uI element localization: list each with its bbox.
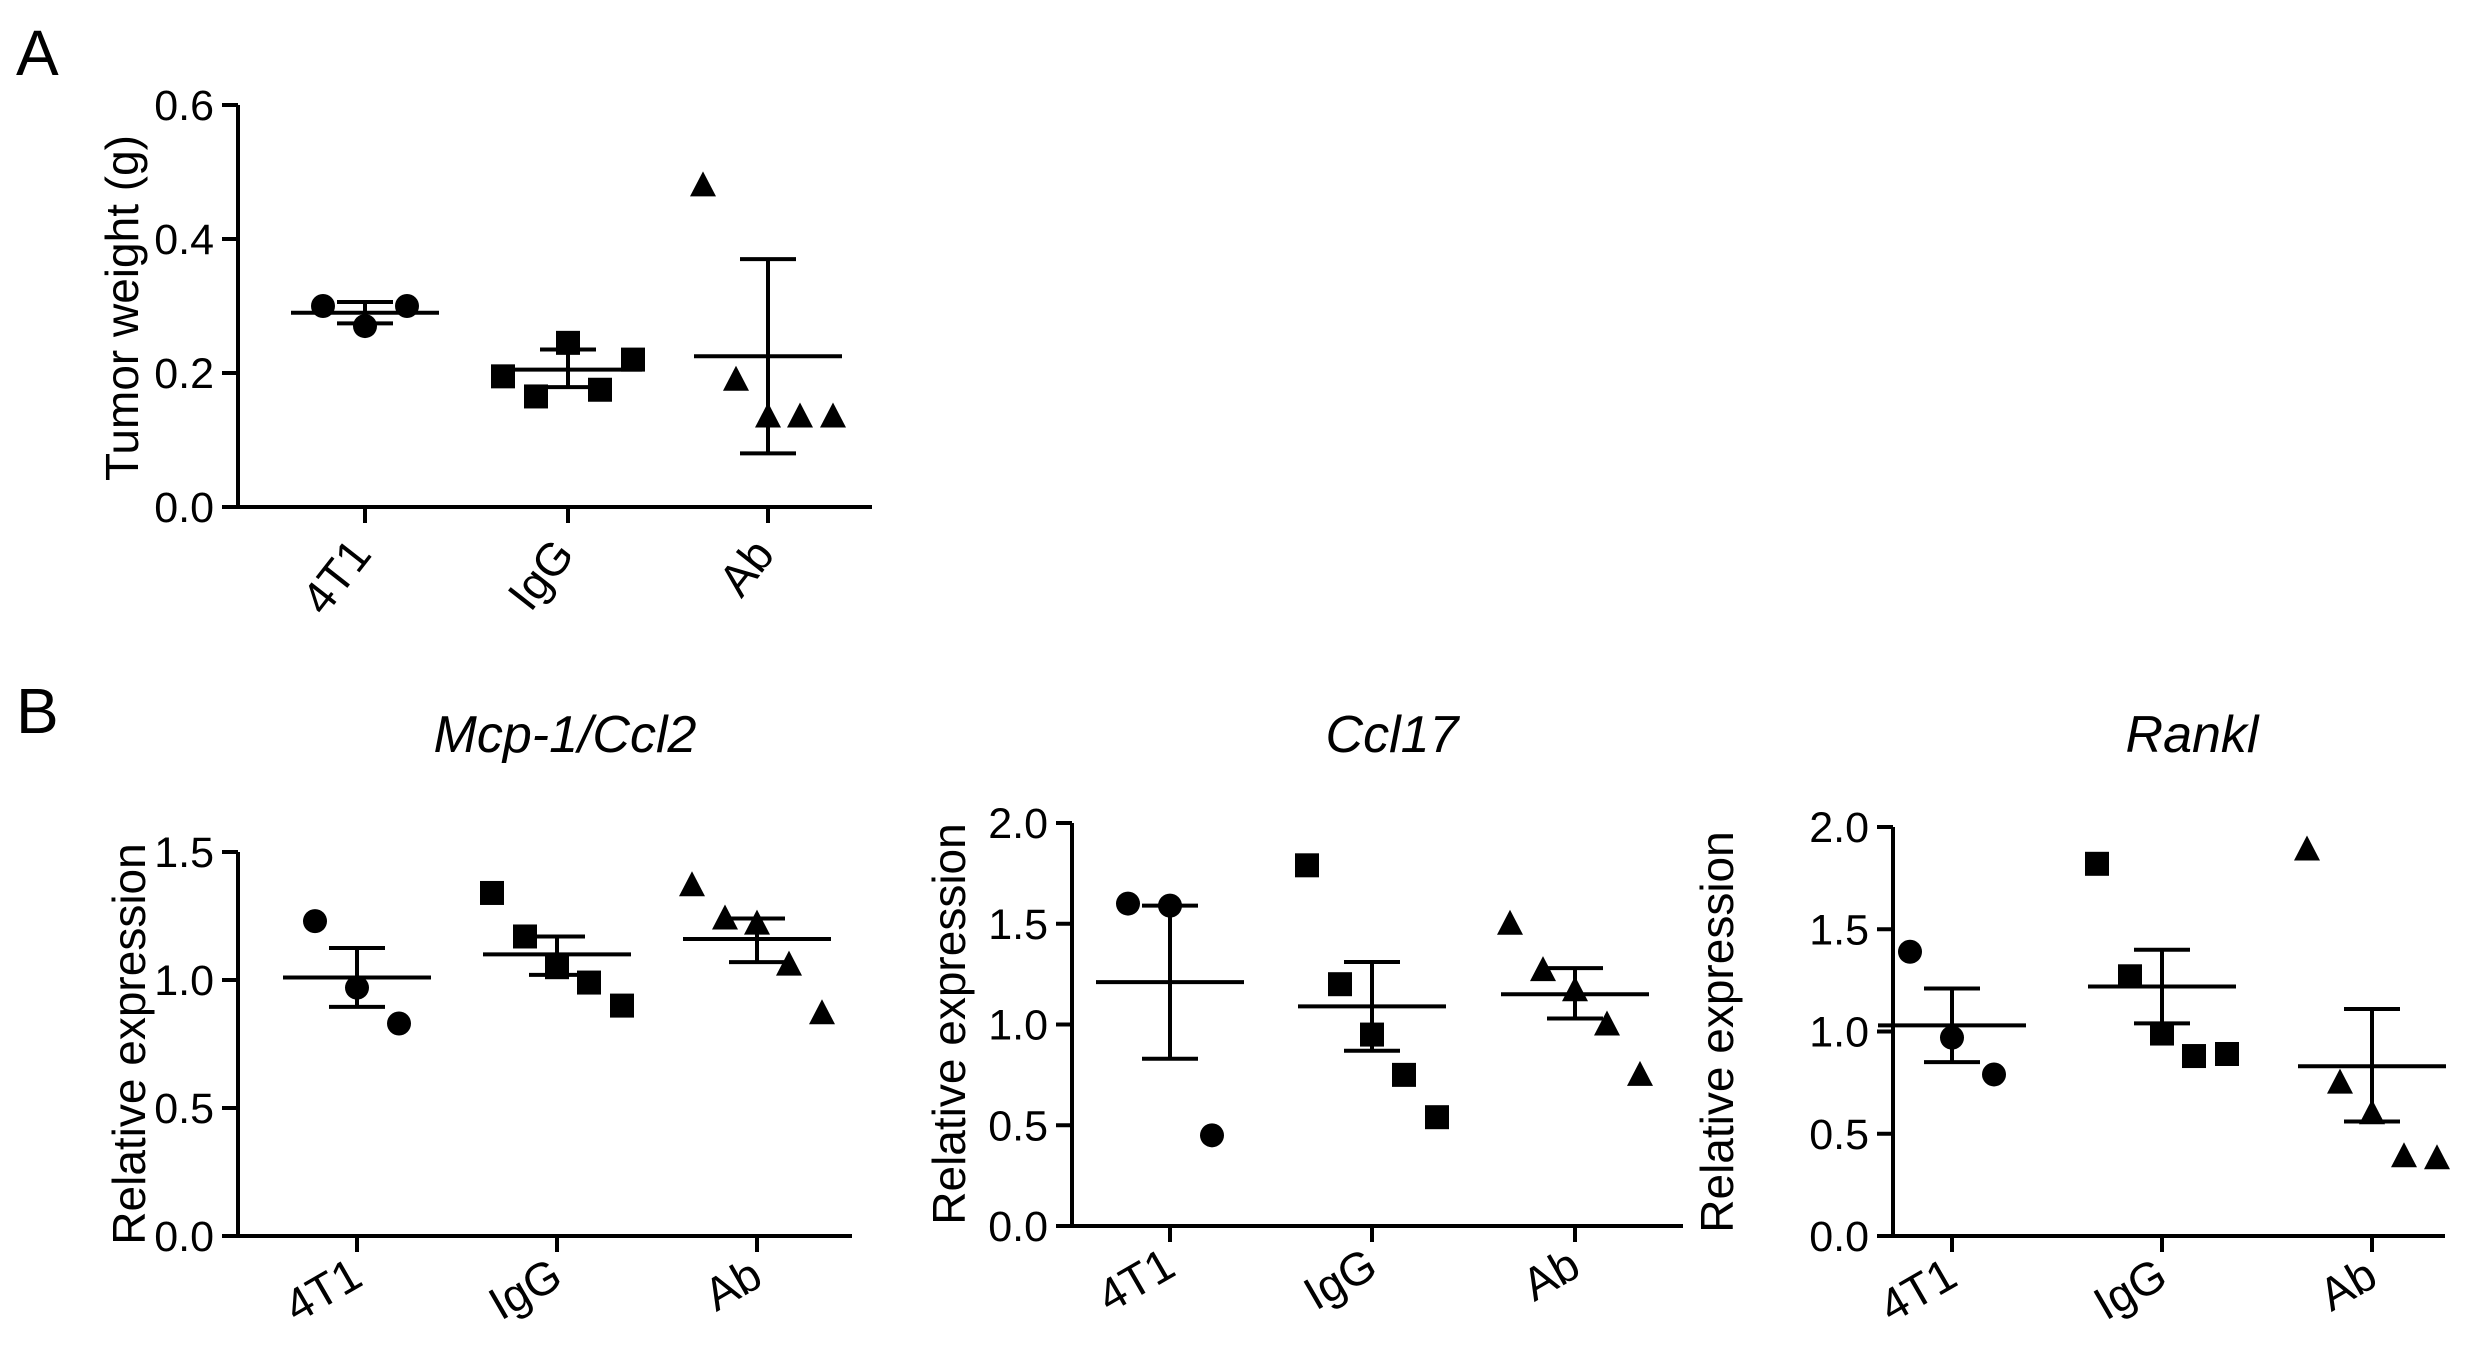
data-point-triangle [712,904,738,930]
y-tick-label: 0.0 [154,1213,214,1261]
data-point-square [610,993,634,1018]
data-point-triangle [776,950,802,976]
y-tick-label: 2.0 [1809,804,1869,852]
x-tick-label-ab: Ab [695,1248,770,1321]
chart-3: 0.0 0.5 1.0 1.5 2.0 Relative expression Rankl 4… [1691,706,2450,1332]
x-tick-label-igg: IgG [480,1248,570,1330]
data-point-circle [1982,1062,2006,1087]
y-axis-title: Relative expression [923,823,975,1224]
x-tick-label-4t1: 4T1 [1870,1248,1965,1333]
x-tick-label-igg: IgG [2085,1248,2175,1330]
data-point-triangle [1497,909,1523,935]
data-point-circle [1898,939,1922,964]
data-point-circle [303,909,327,934]
data-point-triangle [1594,1010,1620,1036]
y-tick-label: 1.5 [988,901,1048,949]
y-tick-label: 0.4 [154,216,214,264]
data-point-triangle [2294,835,2320,861]
y-tick-label: 1.5 [154,829,214,877]
y-tick-label: 2.0 [988,800,1048,848]
x-tick-label-4t1: 4T1 [275,1248,370,1333]
data-point-square [1328,972,1352,997]
data-point-triangle [1627,1060,1653,1086]
data-point-circle [353,314,377,339]
y-tick-label: 0.5 [1809,1111,1869,1159]
y-tick-label: 0.6 [154,82,214,130]
data-point-square [588,377,612,402]
panel-label-b: B [16,675,59,747]
y-tick-label: 0.2 [154,350,214,398]
y-tick-label: 0.5 [154,1085,214,1133]
y-tick-label: 0.0 [988,1203,1048,1251]
y-tick-label: 1.5 [1809,906,1869,954]
panel-label-a: A [16,17,59,89]
chart-title: Rankl [2126,706,2260,764]
data-point-triangle [787,402,813,428]
y-axis-title: Relative expression [103,843,155,1244]
data-point-triangle [2391,1142,2417,1168]
x-tick-label-igg: IgG [1295,1238,1385,1320]
data-point-square [2215,1041,2239,1066]
data-point-circle [1116,891,1140,916]
data-point-square [1425,1105,1449,1130]
chart-2: 0.0 0.5 1.0 1.5 2.0 Relative expression Ccl17 4… [923,706,1683,1322]
data-point-triangle [820,402,846,428]
x-tick-label-4t1: 4T1 [291,529,381,623]
y-tick-label: 1.0 [988,1002,1048,1050]
y-tick-label: 1.0 [154,957,214,1005]
chart-title: Mcp-1/Ccl2 [434,706,697,764]
data-point-square [621,347,645,372]
x-tick-label-4t1: 4T1 [1088,1238,1183,1323]
y-axis-title: Tumor weight (g) [96,135,148,481]
data-point-square [2150,1021,2174,1046]
data-point-triangle [1530,956,1556,982]
data-point-square [2182,1044,2206,1069]
data-point-triangle [809,999,835,1025]
y-tick-label: 0.0 [154,484,214,532]
x-tick-label-ab: Ab [708,529,784,605]
x-tick-label-ab: Ab [2310,1248,2385,1321]
data-point-square [2118,964,2142,989]
data-point-circle [387,1011,411,1036]
y-tick-label: 0.5 [988,1102,1048,1150]
data-point-square [480,880,504,905]
y-axis-title: Relative expression [1691,831,1743,1232]
data-point-triangle [679,871,705,897]
x-tick-label-ab: Ab [1513,1238,1588,1311]
data-point-square [1295,853,1319,878]
chart-title: Ccl17 [1326,706,1461,764]
data-point-circle [1200,1123,1224,1148]
x-tick-label-igg: IgG [497,529,584,619]
y-tick-label: 1.0 [1809,1009,1869,1057]
data-point-triangle [690,171,716,197]
y-tick-label: 0.0 [1809,1213,1869,1261]
data-point-triangle [2327,1068,2353,1094]
data-point-triangle [2424,1144,2450,1170]
data-point-triangle [723,365,749,391]
data-point-square [1392,1062,1416,1087]
data-point-square [2085,851,2109,876]
